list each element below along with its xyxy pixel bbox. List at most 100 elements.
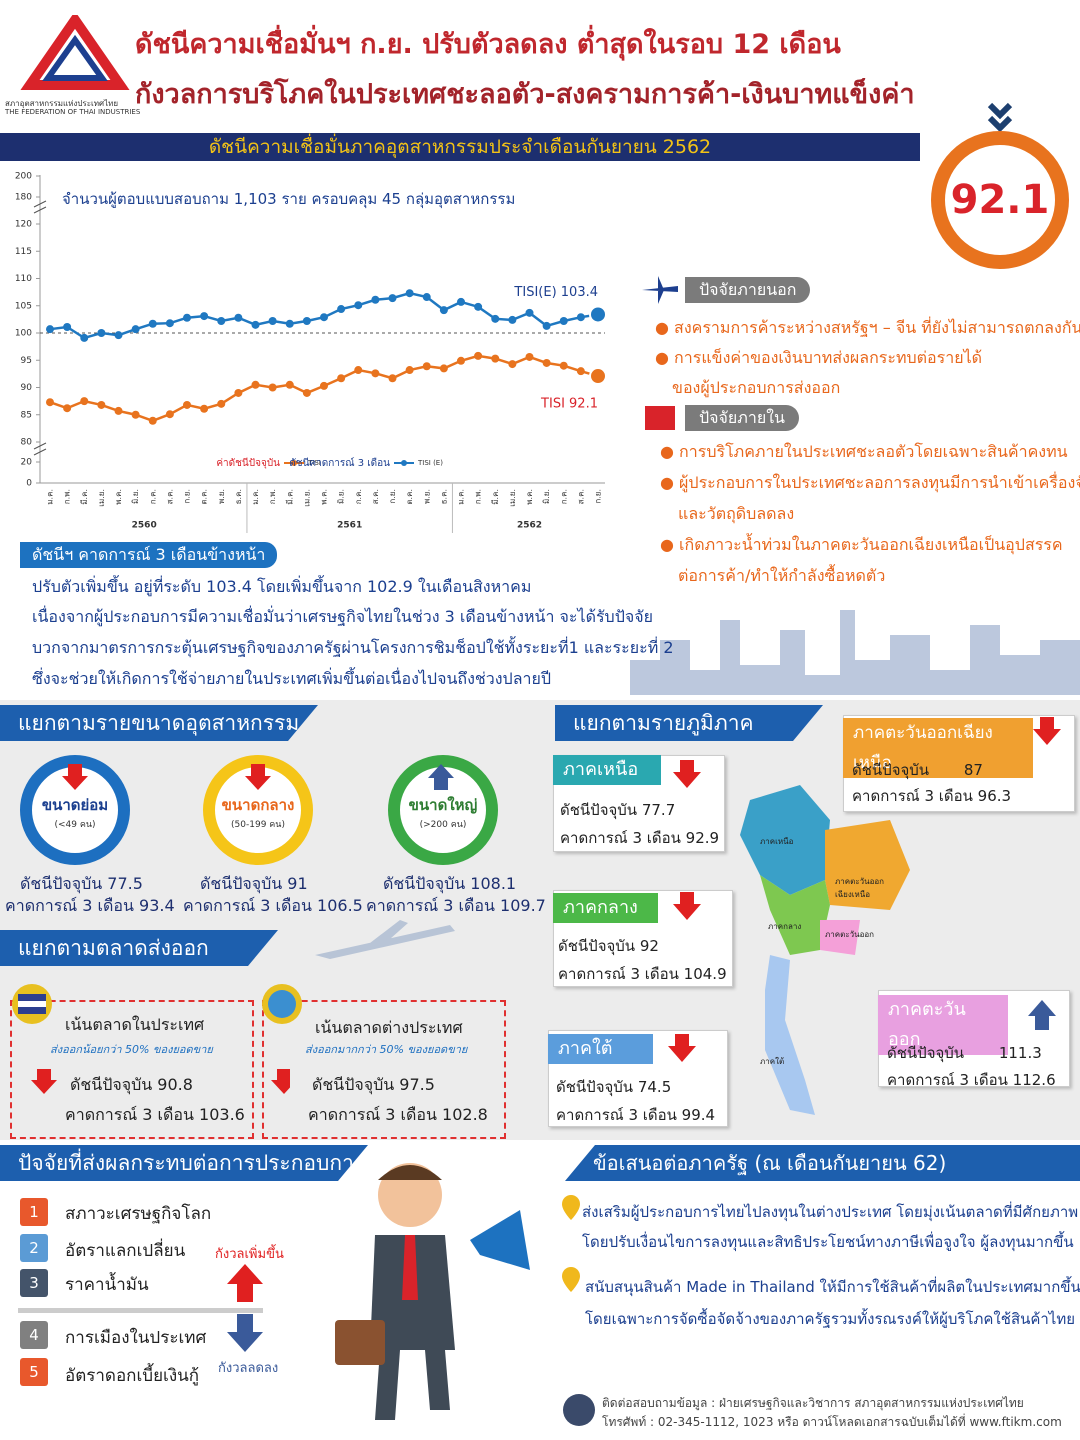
pin: [562, 1195, 580, 1220]
map-east: [820, 920, 860, 955]
data-point: [251, 380, 260, 389]
value: 92.9: [685, 829, 720, 847]
region-title: ภาคกลาง: [553, 893, 658, 923]
title: กังวลการบริโภคในประเทศชะลอตัว-สงครามการค…: [135, 79, 915, 110]
data-point: [80, 397, 89, 406]
data-point: [422, 362, 431, 371]
section-banner: แยกตามรายภูมิภาค: [555, 705, 823, 741]
y-tick-label: 95: [21, 356, 32, 366]
data-point: [234, 388, 243, 397]
x-tick-label: มิ.ย.: [337, 489, 346, 504]
y-tick-label: 105: [15, 301, 32, 311]
flag: [18, 1001, 46, 1007]
legend-swatch: [291, 460, 297, 466]
value-line: คาดการณ์ 3 เดือน 103.6: [65, 1103, 245, 1128]
text: เน้นตลาดต่างประเทศ: [315, 1018, 463, 1037]
value-line: ดัชนีปัจจุบัน 92: [558, 934, 659, 958]
data-point: [114, 406, 123, 415]
data-point: [285, 380, 294, 389]
text: ดัชนีปัจจุบัน: [560, 801, 638, 819]
map-label: ภาคตะวันออก: [825, 930, 875, 939]
data-point: [251, 320, 260, 329]
data-point: [589, 367, 607, 386]
x-tick-label: ม.ค.: [457, 489, 466, 505]
x-tick-label: พ.ค.: [114, 489, 123, 505]
down-arrow: [271, 1069, 290, 1094]
x-tick-label: มิ.ย.: [131, 489, 140, 504]
data-point: [457, 356, 465, 365]
value: 93.4: [139, 896, 175, 915]
value-line: ดัชนีปัจจุบัน 74.5: [556, 1075, 671, 1099]
value-line: ดัชนีปัจจุบัน 77.5: [20, 872, 143, 897]
export-box: [10, 1000, 254, 1139]
down-chevron: [987, 102, 1013, 133]
text: ดัชนีปัจจุบัน: [558, 937, 636, 955]
up-arrow: [428, 764, 454, 790]
section-banner: แยกตามตลาดส่งออก: [0, 930, 278, 966]
text: คาดการณ์ 3 เดือน: [887, 1071, 1008, 1089]
value: 106.5: [317, 896, 363, 915]
value: 91: [287, 874, 308, 893]
value-line: ดัชนีปัจจุบัน 97.5: [312, 1073, 435, 1098]
text: ต่อการค้า/ทำให้กำลังซื้อหดตัว: [678, 566, 886, 585]
data-point: [131, 325, 140, 334]
down-arrow: [31, 1069, 57, 1094]
x-tick-label: มี.ค.: [491, 489, 500, 505]
text: คาดการณ์ 3 เดือน: [560, 829, 681, 847]
map-north: [740, 785, 830, 895]
value: 87: [963, 761, 983, 779]
factor-label: อัตราแลกเปลี่ยน: [65, 1241, 186, 1261]
map-central: [760, 875, 830, 955]
text: คาดการณ์ 3 เดือน: [5, 896, 134, 915]
text: ซึ่งจะช่วยให้เกิดการใช้จ่ายภายในประเทศเพ…: [32, 669, 552, 688]
value-line: คาดการณ์ 3 เดือน 104.9: [558, 962, 727, 986]
factor-label: ราคาน้ำมัน: [65, 1275, 149, 1295]
x-tick-label: ม.ค.: [251, 489, 260, 505]
x-tick-label: ก.ค.: [148, 489, 157, 504]
value-line: คาดการณ์ 3 เดือน 93.4: [5, 894, 175, 919]
year-label: 2562: [517, 521, 542, 531]
value-line: ดัชนีปัจจุบัน 77.7: [560, 798, 675, 822]
data-point: [508, 315, 517, 324]
businessman: [335, 1163, 530, 1420]
up-label: กังวลเพิ่มขึ้น: [215, 1247, 284, 1262]
data-point: [148, 416, 157, 425]
x-tick-label: มี.ค.: [80, 489, 89, 505]
value-line: คาดการณ์ 3 เดือน 92.9: [560, 826, 719, 850]
data-point: [217, 317, 226, 326]
x-tick-label: ส.ค.: [576, 489, 585, 504]
data-point: [559, 361, 568, 370]
data-point: [285, 319, 294, 328]
annotation: TISI 92.1: [540, 397, 598, 412]
rank: 5: [20, 1358, 48, 1386]
text: สงครามการค้าระหว่างสหรัฐฯ – จีน ที่ยังไม…: [674, 318, 1080, 337]
data-point: [268, 383, 277, 392]
data-point: [525, 352, 534, 361]
text: ดัชนีปัจจุบัน: [383, 874, 466, 893]
region-title: ภาคใต้: [548, 1034, 653, 1064]
outlook-title: ดัชนีฯ คาดการณ์ 3 เดือนข้างหน้า: [20, 542, 278, 568]
bullet-item: ● การบริโภคภายในประเทศชะลอตัวโดยเฉพาะสิน…: [660, 442, 1068, 461]
data-point: [302, 388, 311, 397]
text: และวัตถุดิบลดลง: [678, 504, 795, 523]
value: 77.7: [641, 801, 676, 819]
x-tick-label: ก.พ.: [268, 489, 277, 504]
logo-shape: [42, 34, 108, 81]
legend-label: ค่าดัชนีปัจจุบัน: [216, 457, 280, 469]
data-point: [268, 317, 277, 326]
market-icons: [12, 984, 302, 1024]
text: (<49 คน): [54, 820, 96, 830]
section-banner: ข้อเสนอต่อภาครัฐ (ณ เดือนกันยายน 62): [565, 1145, 1080, 1181]
text: (50-199 คน): [231, 820, 285, 830]
text: ดัชนีปัจจุบัน: [70, 1075, 153, 1094]
data-point: [302, 317, 311, 326]
x-tick-label: มิ.ย.: [542, 489, 551, 504]
value-line: คาดการณ์ 3 เดือน 99.4: [556, 1103, 715, 1127]
text: เนื่องจากผู้ประกอบการมีความเชื่อมั่นว่าเ…: [32, 607, 653, 626]
x-tick-label: มี.ค.: [285, 489, 294, 505]
phone-icon: [563, 1394, 595, 1426]
data-point: [46, 325, 54, 334]
headline-value: 92.1: [950, 177, 1050, 223]
value: 102.8: [442, 1105, 488, 1124]
x-tick-label: ก.พ.: [63, 489, 72, 504]
